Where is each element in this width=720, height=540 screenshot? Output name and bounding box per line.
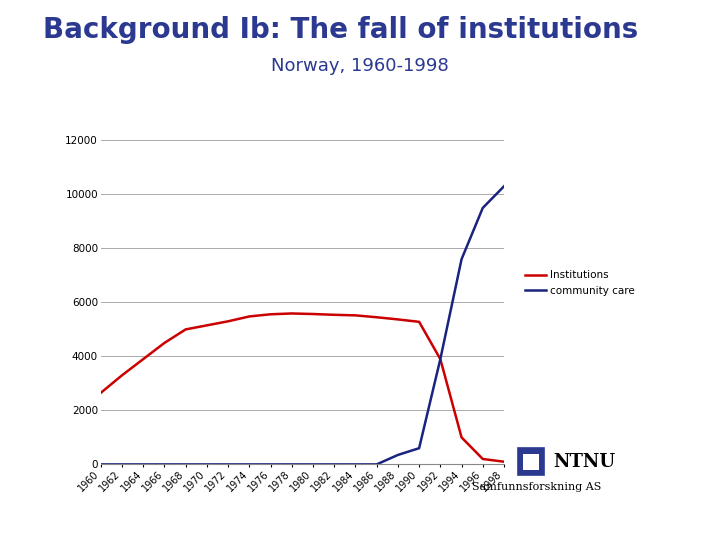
Text: Samfunnsforskning AS: Samfunnsforskning AS	[472, 482, 601, 492]
Legend: Institutions, community care: Institutions, community care	[521, 266, 639, 300]
Text: NTNU: NTNU	[553, 453, 615, 471]
Text: Background Ib: The fall of institutions: Background Ib: The fall of institutions	[43, 16, 639, 44]
Text: Norway, 1960-1998: Norway, 1960-1998	[271, 57, 449, 75]
